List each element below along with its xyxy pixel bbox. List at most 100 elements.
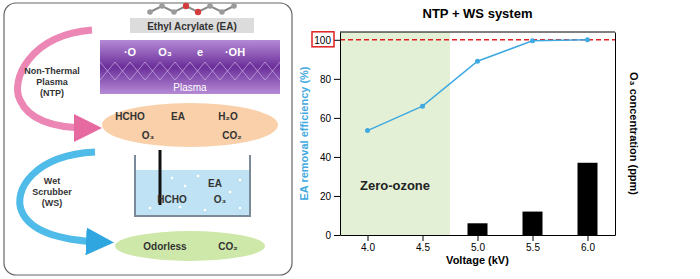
- plasma-species: e: [197, 46, 203, 58]
- product: EA: [171, 111, 185, 122]
- plasma-lattice: [130, 62, 145, 80]
- scrubber-content: EA: [208, 178, 222, 189]
- plasma-lattice: [265, 62, 280, 80]
- output-label: Odorless: [143, 241, 187, 252]
- output-cloud: [115, 231, 265, 261]
- x-axis: 4.0 4.5 5.0 5.5 6.0: [341, 235, 616, 253]
- x-tick: 4.0: [361, 235, 375, 253]
- plasma-lattice: [145, 62, 160, 80]
- x-tick-mark: [588, 235, 589, 241]
- plasma-box: [100, 40, 280, 94]
- plasma-lattice: [115, 62, 130, 80]
- y-tick-label: 20: [320, 191, 332, 202]
- plasma-species: ·O: [124, 46, 137, 58]
- y-tick-label: 40: [320, 152, 332, 163]
- bubble: [148, 206, 152, 210]
- y-tick-label: 0: [325, 230, 331, 241]
- step-label: Non-Thermal: [24, 66, 80, 76]
- product: CO₂: [222, 130, 241, 141]
- product: H₂O: [218, 111, 238, 122]
- x-tick-label: 5.5: [526, 242, 540, 253]
- scrubber-content: O₃: [214, 194, 227, 205]
- y-axis-line: [340, 33, 341, 236]
- x-tick-mark: [533, 235, 534, 241]
- molecule-label: Ethyl Acrylate (EA): [147, 21, 237, 32]
- x-tick: 5.0: [471, 235, 485, 253]
- bubble: [228, 190, 232, 194]
- y-tick: 80: [320, 74, 340, 85]
- step-label: Scrubber: [32, 187, 72, 197]
- step-label: (WS): [42, 198, 63, 208]
- y-tick: 20: [320, 191, 340, 202]
- y-tick-mark: [334, 40, 340, 41]
- y-tick-label: 80: [320, 74, 332, 85]
- plasma-lattice: [100, 62, 115, 80]
- y-tick-mark: [334, 79, 340, 80]
- bubble: [238, 178, 242, 182]
- plot-area: [340, 32, 615, 235]
- plasma-species: O₃: [158, 46, 172, 58]
- series-line: [368, 40, 588, 131]
- x-tick-mark: [478, 235, 479, 241]
- x-tick-label: 6.0: [581, 242, 595, 253]
- y2-axis-title: O₃ concentration (ppm): [628, 72, 640, 195]
- bar: [578, 163, 598, 235]
- highlight-box: [312, 32, 334, 47]
- product: O₃: [142, 130, 155, 141]
- y-tick: 0: [325, 230, 340, 241]
- plasma-lattice: [160, 62, 175, 80]
- atom: [207, 3, 213, 9]
- plasma-lattice: [265, 62, 280, 80]
- plasma-lattice: [145, 62, 160, 80]
- chart: Zero-ozone4.04.55.05.56.0020406080100NTP…: [298, 6, 640, 266]
- product: HCHO: [115, 111, 145, 122]
- arrow-ntp: [18, 30, 92, 128]
- x-tick-mark: [368, 235, 369, 241]
- plasma-lattice: [130, 62, 145, 80]
- plasma-lattice: [100, 62, 115, 80]
- y-tick: 40: [320, 152, 340, 163]
- x-tick-mark: [423, 235, 424, 241]
- plasma-lattice: [220, 62, 235, 80]
- atom: [171, 9, 177, 15]
- plasma-lattice: [235, 62, 250, 80]
- bubble: [178, 205, 182, 209]
- y-tick-mark: [334, 118, 340, 119]
- y-axis: 020406080100: [314, 33, 340, 241]
- plasma-lattice: [220, 62, 235, 80]
- step-label: (NTP): [40, 88, 64, 98]
- y-axis-title: EA removal efficiency (%): [298, 66, 310, 200]
- diagram: Ethyl Acrylate (EA)·OO₃e·OHPlasmaNon-The…: [4, 3, 292, 275]
- scrubber-water: [135, 170, 250, 216]
- bar: [468, 223, 488, 235]
- y-tick-label: 60: [320, 113, 332, 124]
- scrubber-content: HCHO: [157, 194, 187, 205]
- bubble: [238, 206, 242, 210]
- atom: [147, 9, 153, 15]
- molecule: [147, 3, 237, 15]
- products-cloud: [102, 103, 278, 147]
- y-tick-mark: [334, 196, 340, 197]
- annotation: Zero-ozone: [360, 178, 430, 193]
- x-axis-title: Voltage (kV): [446, 254, 509, 266]
- canvas: Ethyl Acrylate (EA)·OO₃e·OHPlasmaNon-The…: [0, 0, 700, 279]
- diagram-frame: [4, 3, 292, 275]
- plasma-lattice: [175, 62, 190, 80]
- y-tick-mark: [334, 235, 340, 236]
- marker: [365, 128, 370, 133]
- atom: [231, 3, 237, 9]
- plasma-lattice: [160, 62, 175, 80]
- x-tick-label: 5.0: [471, 242, 485, 253]
- atom: [219, 9, 225, 15]
- plasma-label: Plasma: [173, 82, 207, 93]
- y-tick-mark: [334, 157, 340, 158]
- bar: [523, 212, 543, 235]
- bubble: [183, 184, 187, 188]
- step-label: Plasma: [36, 77, 69, 87]
- x-tick: 4.5: [416, 235, 430, 253]
- x-tick: 6.0: [581, 235, 595, 253]
- atom: [183, 3, 189, 9]
- y-tick: 60: [320, 113, 340, 124]
- plasma-lattice: [175, 62, 190, 80]
- marker: [420, 104, 425, 109]
